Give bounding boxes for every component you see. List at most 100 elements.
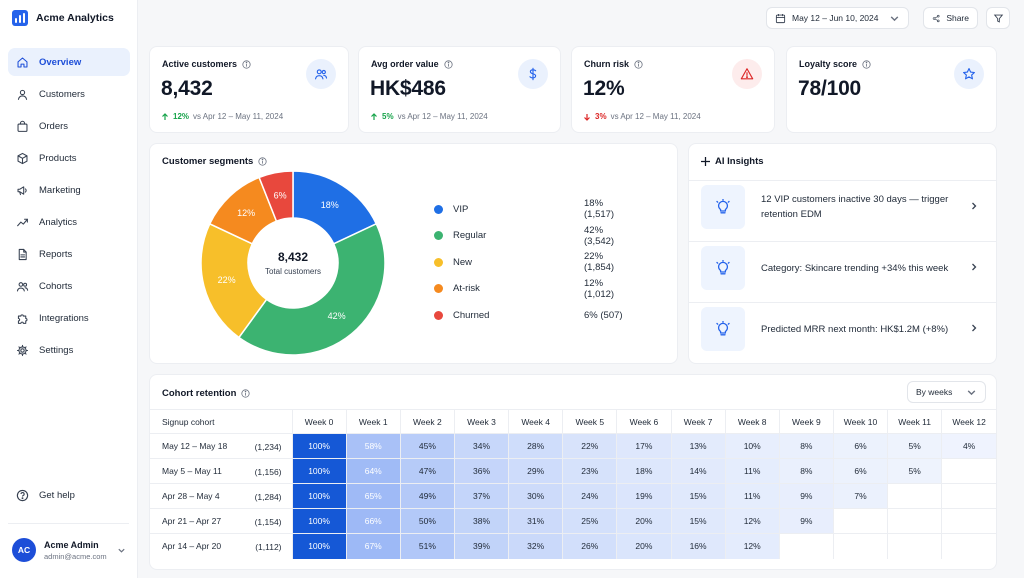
- retention-cell[interactable]: 37%: [453, 483, 509, 509]
- retention-cell[interactable]: 34%: [453, 433, 509, 459]
- retention-cell[interactable]: 17%: [616, 433, 671, 459]
- retention-cell[interactable]: 14%: [670, 458, 726, 484]
- legend-swatch: [434, 257, 443, 267]
- retention-cell[interactable]: 36%: [453, 458, 509, 484]
- info-icon[interactable]: [241, 389, 251, 398]
- sidebar-item-analytics[interactable]: Analytics: [8, 208, 130, 236]
- retention-cell[interactable]: 51%: [399, 533, 455, 559]
- retention-cell[interactable]: 5%: [887, 458, 942, 484]
- kpi-title-text: Churn risk: [584, 59, 630, 69]
- retention-cell[interactable]: 65%: [345, 483, 401, 509]
- retention-cell[interactable]: 67%: [345, 533, 401, 559]
- retention-cell[interactable]: 100%: [291, 483, 347, 509]
- retention-cell[interactable]: 4%: [941, 433, 996, 459]
- info-icon[interactable]: [242, 59, 251, 69]
- retention-cell[interactable]: 38%: [453, 508, 509, 534]
- get-help-link[interactable]: Get help: [8, 482, 130, 508]
- sidebar-item-orders[interactable]: Orders: [8, 112, 130, 140]
- sidebar-item-label: Analytics: [39, 216, 78, 228]
- retention-cell[interactable]: 12%: [724, 533, 780, 559]
- retention-cell[interactable]: 58%: [345, 433, 401, 459]
- retention-cell[interactable]: 11%: [724, 458, 780, 484]
- sidebar-item-marketing[interactable]: Marketing: [8, 176, 130, 204]
- sidebar-item-settings[interactable]: Settings: [8, 336, 130, 364]
- donut-slice-churned[interactable]: [258, 170, 294, 223]
- date-range-picker[interactable]: May 12 – Jun 10, 2024: [766, 7, 909, 29]
- kpi-card-loyalty-score[interactable]: Loyalty score 78/100: [786, 46, 997, 133]
- sidebar-item-customers[interactable]: Customers: [8, 80, 130, 108]
- retention-cell[interactable]: 45%: [399, 433, 455, 459]
- retention-cell[interactable]: 25%: [562, 508, 617, 534]
- retention-cell[interactable]: 66%: [345, 508, 401, 534]
- retention-cell-empty: [941, 533, 996, 559]
- retention-cell[interactable]: 9%: [778, 508, 834, 534]
- retention-cell[interactable]: 47%: [399, 458, 455, 484]
- legend-item-regular[interactable]: Regular 42% (3,542): [434, 225, 634, 247]
- share-button[interactable]: Share: [923, 7, 978, 29]
- insight-item[interactable]: Category: Skincare trending +34% this we…: [701, 243, 995, 293]
- retention-cell[interactable]: 100%: [291, 508, 347, 534]
- retention-cell[interactable]: 9%: [778, 483, 834, 509]
- filter-button[interactable]: [986, 7, 1010, 29]
- retention-cell[interactable]: 24%: [562, 483, 617, 509]
- retention-cell[interactable]: 18%: [616, 458, 671, 484]
- kpi-delta-value: 3%: [595, 112, 607, 121]
- retention-cell[interactable]: 23%: [562, 458, 617, 484]
- sidebar-item-overview[interactable]: Overview: [8, 48, 130, 76]
- sidebar-item-cohorts[interactable]: Cohorts: [8, 272, 130, 300]
- retention-cell[interactable]: 8%: [778, 433, 834, 459]
- retention-cell[interactable]: 100%: [291, 533, 347, 559]
- insight-item[interactable]: Predicted MRR next month: HK$1.2M (+8%): [701, 304, 995, 354]
- retention-cell[interactable]: 5%: [887, 433, 942, 459]
- retention-cell[interactable]: 100%: [291, 458, 347, 484]
- retention-cell[interactable]: 20%: [616, 508, 671, 534]
- info-icon[interactable]: [444, 59, 453, 69]
- legend-item-at-risk[interactable]: At-risk 12% (1,012): [434, 278, 634, 300]
- brand[interactable]: Acme Analytics: [12, 10, 114, 26]
- retention-cell[interactable]: 26%: [562, 533, 617, 559]
- retention-cell[interactable]: 20%: [616, 533, 671, 559]
- insight-divider: [689, 241, 996, 242]
- cohort-range: Apr 21 – Apr 27: [162, 516, 222, 526]
- retention-cell[interactable]: 15%: [670, 508, 726, 534]
- retention-cell[interactable]: 64%: [345, 458, 401, 484]
- retention-cell[interactable]: 13%: [670, 433, 726, 459]
- retention-cell[interactable]: 100%: [291, 433, 347, 459]
- retention-cell[interactable]: 28%: [508, 433, 563, 459]
- retention-cell[interactable]: 12%: [724, 508, 780, 534]
- kpi-card-active-customers[interactable]: Active customers 8,432 12% vs Apr 12 – M…: [149, 46, 349, 133]
- kpi-card-avg-order-value[interactable]: Avg order value HK$486 5% vs Apr 12 – Ma…: [358, 46, 561, 133]
- legend-item-vip[interactable]: VIP 18% (1,517): [434, 198, 634, 220]
- retention-cell[interactable]: 8%: [778, 458, 834, 484]
- retention-cell[interactable]: 49%: [399, 483, 455, 509]
- retention-cell[interactable]: 22%: [562, 433, 617, 459]
- sidebar-item-products[interactable]: Products: [8, 144, 130, 172]
- retention-cell[interactable]: 50%: [399, 508, 455, 534]
- info-icon[interactable]: [862, 59, 871, 69]
- retention-cell[interactable]: 31%: [508, 508, 563, 534]
- retention-cell[interactable]: 10%: [724, 433, 780, 459]
- retention-cell[interactable]: 39%: [453, 533, 509, 559]
- retention-cell[interactable]: 16%: [670, 533, 726, 559]
- insight-item[interactable]: 12 VIP customers inactive 30 days — trig…: [701, 182, 995, 232]
- kpi-card-churn-risk[interactable]: Churn risk 12% 3% vs Apr 12 – May 11, 20…: [571, 46, 775, 133]
- donut-slice-regular[interactable]: [237, 222, 386, 356]
- period-select[interactable]: By weeks: [907, 381, 986, 403]
- legend-item-new[interactable]: New 22% (1,854): [434, 251, 634, 273]
- legend-item-churned[interactable]: Churned 6% (507): [434, 308, 634, 322]
- info-icon[interactable]: [258, 157, 267, 166]
- retention-cell[interactable]: 11%: [724, 483, 780, 509]
- retention-cell[interactable]: 6%: [832, 433, 888, 459]
- retention-cell[interactable]: 19%: [616, 483, 671, 509]
- retention-cell[interactable]: 7%: [832, 483, 888, 509]
- retention-cell[interactable]: 30%: [508, 483, 563, 509]
- user-menu[interactable]: AC Acme Admin admin@acme.com: [12, 538, 130, 562]
- retention-cell[interactable]: 15%: [670, 483, 726, 509]
- week-header: Week 6: [616, 409, 671, 434]
- retention-cell[interactable]: 29%: [508, 458, 563, 484]
- sidebar-item-reports[interactable]: Reports: [8, 240, 130, 268]
- sidebar-item-integrations[interactable]: Integrations: [8, 304, 130, 332]
- retention-cell[interactable]: 32%: [508, 533, 563, 559]
- info-icon[interactable]: [634, 59, 643, 69]
- retention-cell[interactable]: 6%: [832, 458, 888, 484]
